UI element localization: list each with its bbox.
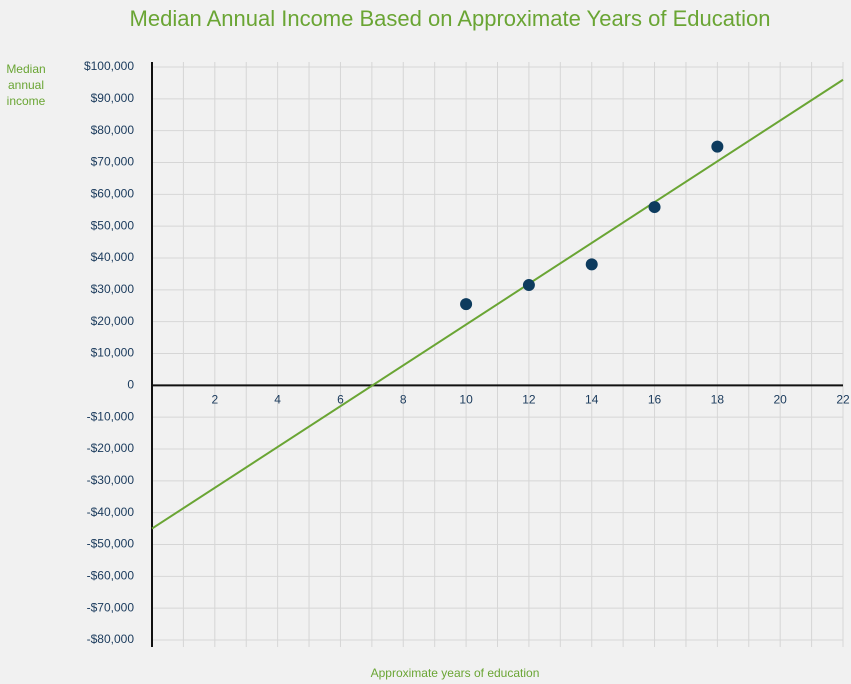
x-tick-label: 22 <box>836 393 850 407</box>
trend-line <box>151 78 844 530</box>
y-tick-label: $80,000 <box>91 123 135 137</box>
y-tick-label: -$40,000 <box>87 505 135 519</box>
y-tick-label: 0 <box>127 378 134 392</box>
y-tick-label: $60,000 <box>91 187 135 201</box>
y-tick-label: -$10,000 <box>87 409 135 423</box>
y-tick-label: -$50,000 <box>87 537 135 551</box>
y-tick-label: $70,000 <box>91 155 135 169</box>
y-tick-label: $10,000 <box>91 346 135 360</box>
x-tick-label: 18 <box>711 393 725 407</box>
y-tick-label: -$20,000 <box>87 441 135 455</box>
y-tick-label: $50,000 <box>91 218 135 232</box>
x-tick-label: 12 <box>522 393 536 407</box>
x-tick-label: 14 <box>585 393 599 407</box>
y-tick-label: -$70,000 <box>87 600 135 614</box>
x-tick-label: 6 <box>337 393 344 407</box>
y-axis-label: Median <box>6 62 45 76</box>
chart-title: Median Annual Income Based on Approximat… <box>130 6 771 31</box>
y-tick-label: -$30,000 <box>87 473 135 487</box>
x-tick-label: 8 <box>400 393 407 407</box>
point <box>460 298 473 311</box>
x-axis-label: Approximate years of education <box>371 666 540 680</box>
x-tick-label: 16 <box>648 393 662 407</box>
y-tick-label: $40,000 <box>91 250 135 264</box>
y-tick-label: $20,000 <box>91 314 135 328</box>
y-axis-label: income <box>7 94 46 108</box>
y-axis-label: annual <box>8 78 44 92</box>
y-tick-label: $100,000 <box>84 59 134 73</box>
point <box>585 258 598 271</box>
y-tick-label: -$80,000 <box>87 632 135 646</box>
y-tick-label: $30,000 <box>91 282 135 296</box>
y-tick-label: $90,000 <box>91 91 135 105</box>
x-tick-label: 4 <box>274 393 281 407</box>
y-tick-label: -$60,000 <box>87 569 135 583</box>
point <box>648 201 661 214</box>
x-tick-label: 10 <box>459 393 473 407</box>
x-tick-label: 2 <box>211 393 218 407</box>
point <box>522 279 535 292</box>
point <box>711 140 724 153</box>
x-tick-label: 20 <box>774 393 788 407</box>
